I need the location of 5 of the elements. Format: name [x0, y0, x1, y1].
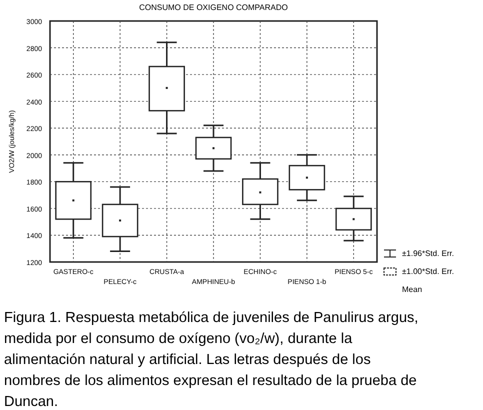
- text: ±1.96*Std. Err.: [402, 249, 454, 258]
- text: Mean: [402, 285, 422, 294]
- text: Figura 1. Respuesta metabólica de juveniles de Panulirus argus, medida por el consumo de oxígeno (vo₂/w), durante la alimentación natural y artificial. Las letras después de los nombres de los alimentos expresan el resultado de la prueba de Duncan.: [4, 310, 418, 410]
- chart-title: CONSUMO DE OXIGENO COMPARADO: [139, 3, 288, 12]
- text: ±1.00*Std. Err.: [402, 267, 454, 276]
